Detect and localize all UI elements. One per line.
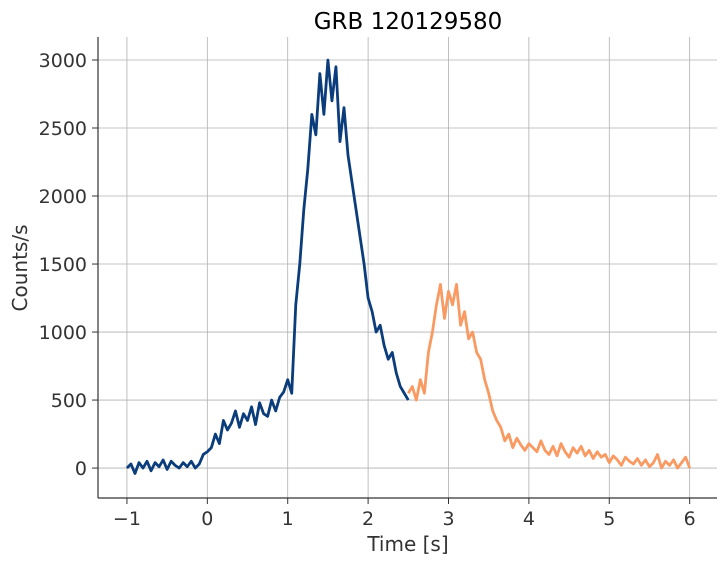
y-tick-label: 2500	[39, 118, 87, 140]
y-tick-label: 3000	[39, 50, 87, 72]
x-tick-label: 3	[442, 508, 454, 530]
x-axis-label: Time [s]	[366, 532, 448, 556]
y-tick-label: 1500	[39, 254, 87, 276]
y-tick-label: 0	[75, 458, 87, 480]
line-series	[407, 283, 691, 470]
x-tick-label: −1	[113, 508, 141, 530]
y-tick-label: 1000	[39, 322, 87, 344]
x-tick-label: 0	[201, 508, 213, 530]
chart-title: GRB 120129580	[314, 9, 503, 35]
y-axis-label: Counts/s	[8, 225, 32, 312]
x-tick-label: 1	[282, 508, 294, 530]
x-tick-label: 5	[603, 508, 615, 530]
x-tick-label: 2	[362, 508, 374, 530]
x-tick-label: 4	[523, 508, 535, 530]
y-tick-label: 500	[51, 390, 87, 412]
x-tick-label: 6	[684, 508, 696, 530]
y-tick-label: 2000	[39, 186, 87, 208]
line-series	[125, 58, 410, 475]
